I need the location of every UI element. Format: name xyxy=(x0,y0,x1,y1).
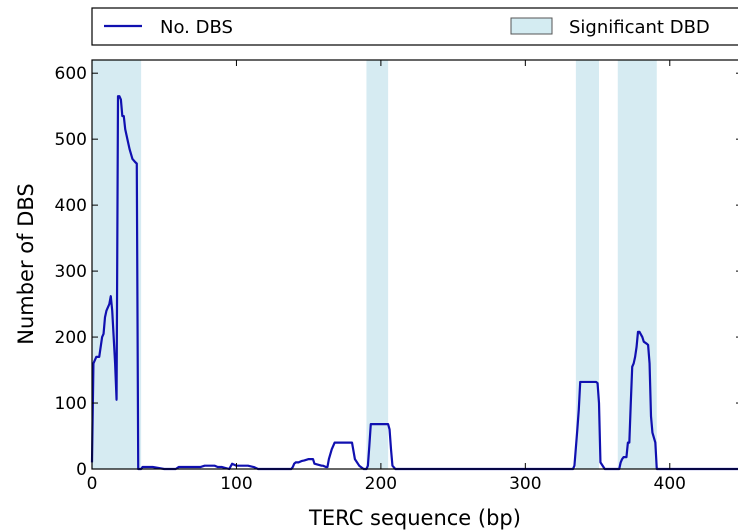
legend: No. DBS Significant DBD xyxy=(91,7,738,46)
y-tick-label-300: 300 xyxy=(55,262,87,282)
y-tick-label-0: 0 xyxy=(76,460,87,480)
y-tick-label-500: 500 xyxy=(55,130,87,150)
y-tick-label-400: 400 xyxy=(55,196,87,216)
legend-patch-swatch xyxy=(510,17,553,35)
x-tick-label-100: 100 xyxy=(220,474,252,494)
y-tick-labels: 0 100 200 300 400 500 600 xyxy=(55,64,87,480)
y-tick-label-100: 100 xyxy=(55,394,87,414)
significant-band-1 xyxy=(366,60,389,469)
x-tick-label-200: 200 xyxy=(365,474,397,494)
significant-region-bands xyxy=(92,60,657,469)
y-tick-label-200: 200 xyxy=(55,328,87,348)
legend-frame xyxy=(91,7,738,46)
x-tick-label-300: 300 xyxy=(509,474,541,494)
legend-label-no-dbs: No. DBS xyxy=(160,17,233,38)
y-tick-label-600: 600 xyxy=(55,64,87,84)
x-tick-label-0: 0 xyxy=(87,474,98,494)
x-tick-label-400: 400 xyxy=(654,474,686,494)
axis-ticks xyxy=(91,60,738,470)
significant-band-2 xyxy=(575,60,599,469)
series-line-no-dbs xyxy=(90,95,738,471)
plot-frame xyxy=(91,59,738,470)
legend-label-significant-dbd: Significant DBD xyxy=(569,17,710,38)
y-axis-title: Number of DBS xyxy=(14,183,38,345)
x-axis-title: TERC sequence (bp) xyxy=(308,506,521,530)
x-tick-labels: 0 100 200 300 400 xyxy=(87,474,686,494)
